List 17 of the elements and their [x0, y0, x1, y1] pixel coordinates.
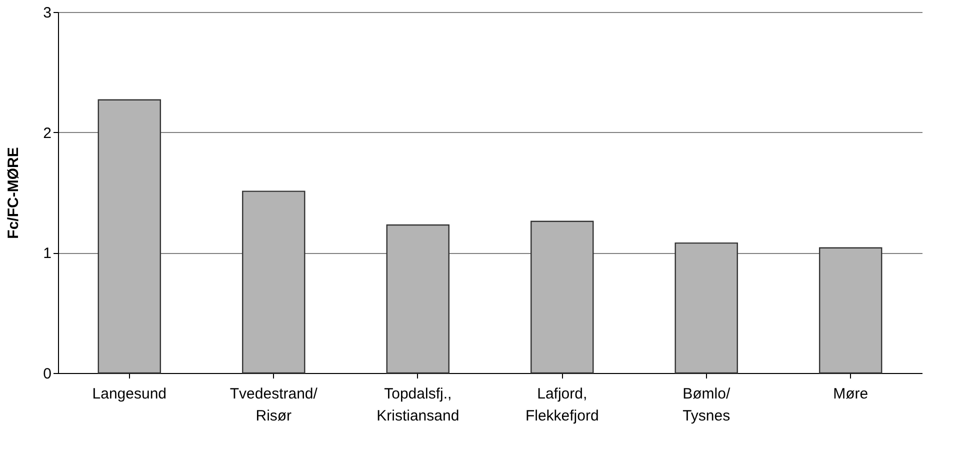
x-tick-label: Topdalsfj., Kristiansand	[376, 386, 460, 424]
bar	[674, 242, 738, 374]
y-tick-label: 0	[43, 366, 52, 382]
bar	[530, 220, 594, 374]
bar	[98, 99, 162, 374]
y-axis-title: Fc/FC-MØRE	[5, 147, 22, 239]
y-tick-label: 3	[43, 4, 52, 22]
bar	[242, 190, 306, 374]
y-tick-label: 1	[43, 245, 52, 262]
x-tick-label: Langesund	[92, 386, 167, 402]
x-tick-label: Møre	[833, 386, 868, 402]
bar	[818, 247, 882, 374]
bar	[386, 224, 450, 374]
x-tick-label: Bømlo/ Tysnes	[682, 386, 731, 424]
x-tick-label: Lafjord, Flekkefjord	[525, 386, 599, 424]
x-tick-label: Tvedestrand/ Risør	[230, 386, 318, 424]
y-tick-label: 2	[43, 124, 52, 142]
